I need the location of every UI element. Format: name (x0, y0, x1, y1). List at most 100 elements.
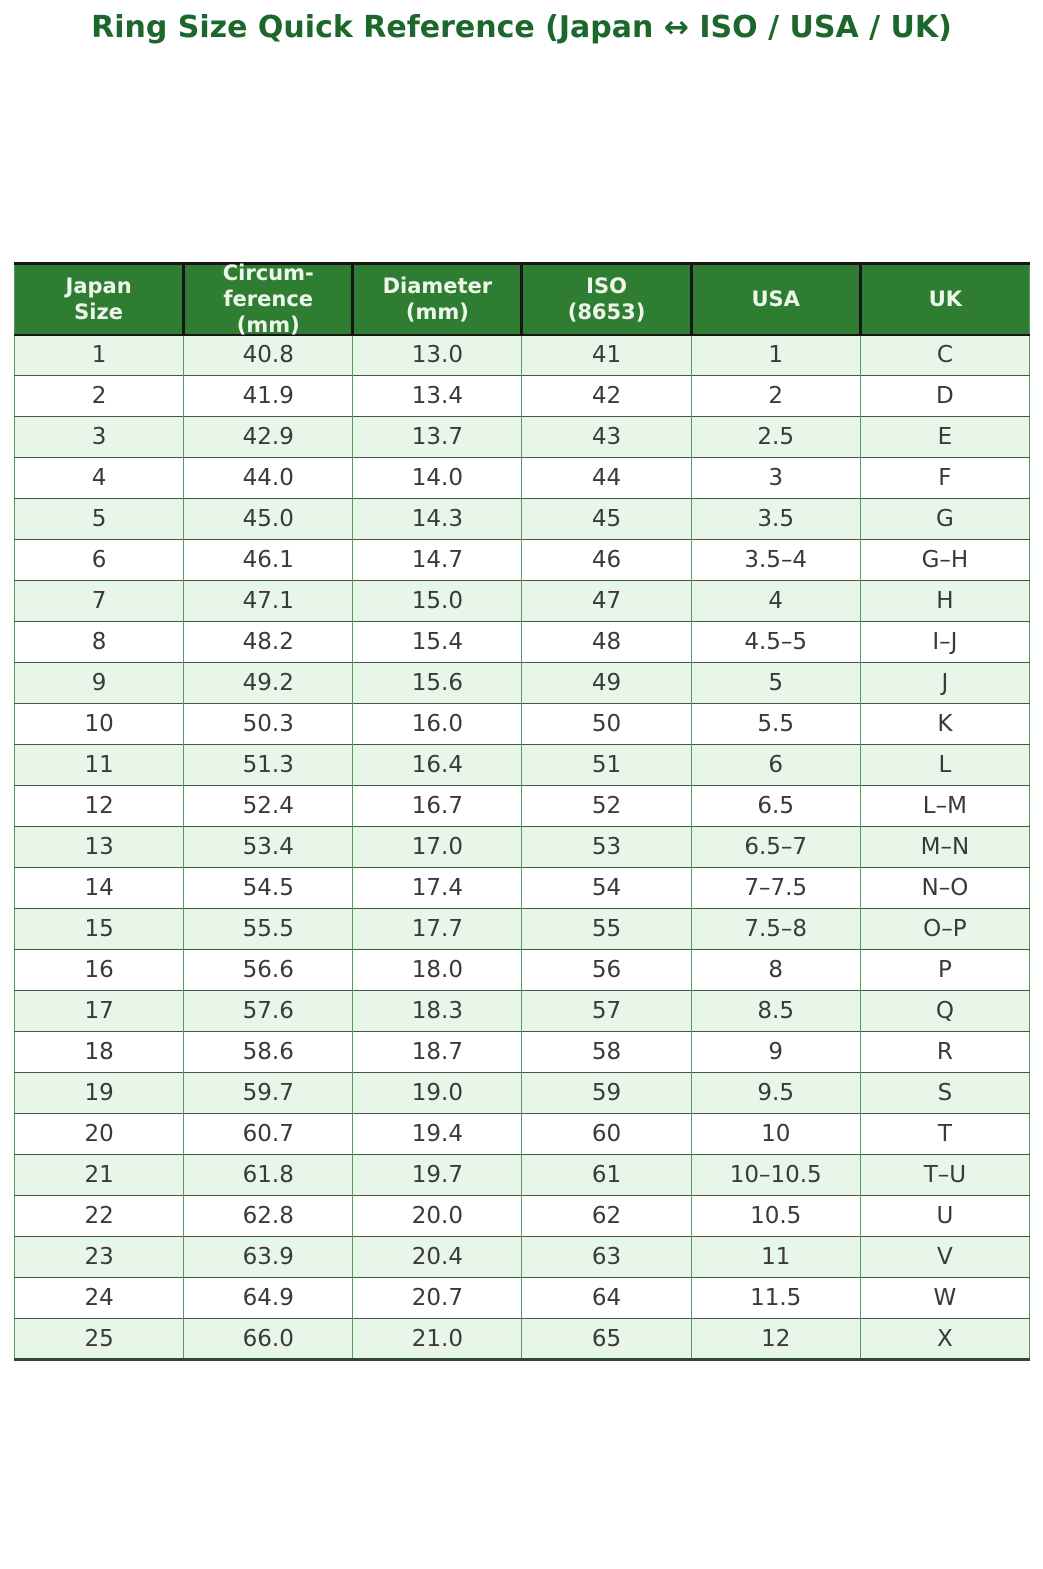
table-cell: 17.7 (352, 908, 522, 950)
table-cell: 44.0 (183, 457, 353, 499)
table-cell: T (859, 1113, 1030, 1155)
table-cell: 11 (14, 744, 184, 786)
table-cell: 42 (521, 375, 692, 417)
table-cell: 65 (521, 1318, 692, 1360)
table-cell: 17.4 (352, 867, 522, 909)
table-cell: 7.5–8 (690, 908, 861, 950)
table-cell: 20 (14, 1113, 184, 1155)
table-cell: 61.8 (183, 1154, 353, 1196)
table-cell: 15.4 (352, 621, 522, 663)
table-cell: 64 (521, 1277, 692, 1319)
table-cell: D (859, 375, 1030, 417)
table-cell: 3.5 (690, 498, 861, 540)
table-cell: 10 (14, 703, 184, 745)
table-cell: X (859, 1318, 1030, 1360)
table-cell: 6.5–7 (690, 826, 861, 868)
table-cell: Q (859, 990, 1030, 1032)
table-cell: 52.4 (183, 785, 353, 827)
table-cell: 60.7 (183, 1113, 353, 1155)
table-cell: K (859, 703, 1030, 745)
table-cell: 8 (14, 621, 184, 663)
table-row: 23 63.9 20.4 63 11 V (14, 1236, 1030, 1278)
table-cell: 58 (521, 1031, 692, 1073)
table-cell: 9.5 (690, 1072, 861, 1114)
table-cell: 23 (14, 1236, 184, 1278)
table-cell: 61 (521, 1154, 692, 1196)
table-cell: 21 (14, 1154, 184, 1196)
table-cell: 47 (521, 580, 692, 622)
table-cell: 13.7 (352, 416, 522, 458)
column-header: Circum- ference (mm) (182, 261, 353, 337)
table-row: 15 55.5 17.7 55 7.5–8 O–P (14, 908, 1030, 950)
table-cell: T–U (859, 1154, 1030, 1196)
table-cell: 8 (690, 949, 861, 991)
table-cell: 2 (14, 375, 184, 417)
table-cell: 45.0 (183, 498, 353, 540)
table-cell: 24 (14, 1277, 184, 1319)
table-row: 4 44.0 14.0 44 3 F (14, 457, 1030, 499)
table-cell: 3.5–4 (690, 539, 861, 581)
table-cell: 41.9 (183, 375, 353, 417)
table-cell: 18 (14, 1031, 184, 1073)
table-row: 7 47.1 15.0 47 4 H (14, 580, 1030, 622)
table-cell: 43 (521, 416, 692, 458)
table-cell: 1 (14, 334, 184, 376)
table-row: 16 56.6 18.0 56 8 P (14, 949, 1030, 991)
table-cell: 16 (14, 949, 184, 991)
table-cell: 2.5 (690, 416, 861, 458)
table-cell: 57.6 (183, 990, 353, 1032)
table-row: 1 40.8 13.0 41 1 C (14, 334, 1030, 376)
table-cell: 66.0 (183, 1318, 353, 1360)
table-cell: 57 (521, 990, 692, 1032)
ring-size-table: Japan Size Circum- ference (mm) Diameter (… (14, 261, 1030, 1361)
table-cell: 47.1 (183, 580, 353, 622)
table-cell: I–J (859, 621, 1030, 663)
table-cell: 19.0 (352, 1072, 522, 1114)
table-cell: 59 (521, 1072, 692, 1114)
table-cell: W (859, 1277, 1030, 1319)
table-cell: 3 (690, 457, 861, 499)
table-cell: 18.0 (352, 949, 522, 991)
table-cell: 6 (690, 744, 861, 786)
table-cell: 4 (690, 580, 861, 622)
table-cell: 13.0 (352, 334, 522, 376)
table-cell: 18.3 (352, 990, 522, 1032)
table-cell: 3 (14, 416, 184, 458)
table-row: 3 42.9 13.7 43 2.5 E (14, 416, 1030, 458)
table-cell: 55.5 (183, 908, 353, 950)
table-cell: 11 (690, 1236, 861, 1278)
table-cell: N–O (859, 867, 1030, 909)
table-cell: 51.3 (183, 744, 353, 786)
table-cell: 5.5 (690, 703, 861, 745)
table-cell: 53 (521, 826, 692, 868)
table-cell: 10–10.5 (690, 1154, 861, 1196)
table-cell: 16.0 (352, 703, 522, 745)
table-cell: 20.4 (352, 1236, 522, 1278)
table-cell: 63.9 (183, 1236, 353, 1278)
table-row: 11 51.3 16.4 51 6 L (14, 744, 1030, 786)
table-cell: H (859, 580, 1030, 622)
table-row: 2 41.9 13.4 42 2 D (14, 375, 1030, 417)
table-cell: 21.0 (352, 1318, 522, 1360)
table-cell: 18.7 (352, 1031, 522, 1073)
page-title: Ring Size Quick Reference (Japan ↔ ISO /… (91, 10, 952, 45)
table-cell: 14 (14, 867, 184, 909)
table-cell: L (859, 744, 1030, 786)
table-cell: R (859, 1031, 1030, 1073)
table-row: 25 66.0 21.0 65 12 X (14, 1318, 1030, 1360)
table-row: 14 54.5 17.4 54 7–7.5 N–O (14, 867, 1030, 909)
table-cell: 11.5 (690, 1277, 861, 1319)
table-cell: 54 (521, 867, 692, 909)
table-row: 12 52.4 16.7 52 6.5 L–M (14, 785, 1030, 827)
table-cell: 20.0 (352, 1195, 522, 1237)
table-cell: 13.4 (352, 375, 522, 417)
table-cell: 17 (14, 990, 184, 1032)
ring-size-table-container: Japan Size Circum- ference (mm) Diameter (… (14, 261, 1030, 1361)
column-header-label: Japan Size (65, 274, 132, 325)
table-row: 21 61.8 19.7 61 10–10.5 T–U (14, 1154, 1030, 1196)
table-cell: 50 (521, 703, 692, 745)
table-cell: 53.4 (183, 826, 353, 868)
table-cell: 40.8 (183, 334, 353, 376)
table-row: 17 57.6 18.3 57 8.5 Q (14, 990, 1030, 1032)
table-cell: 46 (521, 539, 692, 581)
